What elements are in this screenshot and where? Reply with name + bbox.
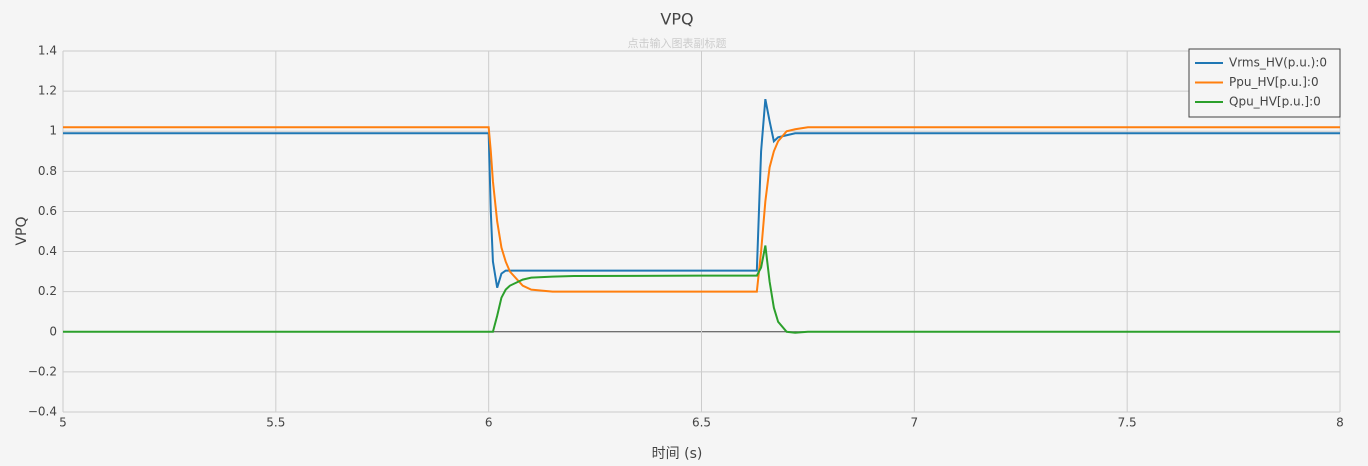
y-tick-label: 0 (49, 324, 57, 338)
x-axis-label: 时间 (s) (652, 446, 703, 462)
chart-title: VPQ (660, 10, 693, 29)
series-line (63, 245, 1340, 334)
y-tick-label: 0.4 (38, 244, 57, 258)
y-tick-label: −0.2 (28, 364, 57, 378)
x-tick-label: 5 (59, 416, 67, 430)
y-tick-label: 1 (49, 124, 57, 138)
x-tick-label: 7.5 (1118, 416, 1137, 430)
x-tick-label: 6 (485, 416, 493, 430)
x-tick-label: 5.5 (266, 416, 285, 430)
x-tick-label: 6.5 (692, 416, 711, 430)
y-tick-label: 1.4 (38, 44, 57, 58)
y-axis-label: VPQ (14, 216, 30, 245)
series-line (63, 126, 1340, 293)
y-tick-label: 0.8 (38, 164, 57, 178)
series-line (63, 98, 1340, 288)
y-tick-label: 0.6 (38, 204, 57, 218)
legend-label: Vrms_HV(p.u.):0 (1229, 56, 1327, 70)
legend-label: Qpu_HV[p.u.]:0 (1229, 95, 1321, 109)
y-tick-label: −0.4 (28, 405, 57, 419)
y-tick-label: 1.2 (38, 84, 57, 98)
y-tick-label: 0.2 (38, 284, 57, 298)
x-tick-label: 8 (1336, 416, 1344, 430)
legend-label: Ppu_HV[p.u.]:0 (1229, 75, 1319, 89)
x-tick-label: 7 (911, 416, 919, 430)
chart-subtitle[interactable]: 点击输入图表副标题 (628, 36, 727, 50)
